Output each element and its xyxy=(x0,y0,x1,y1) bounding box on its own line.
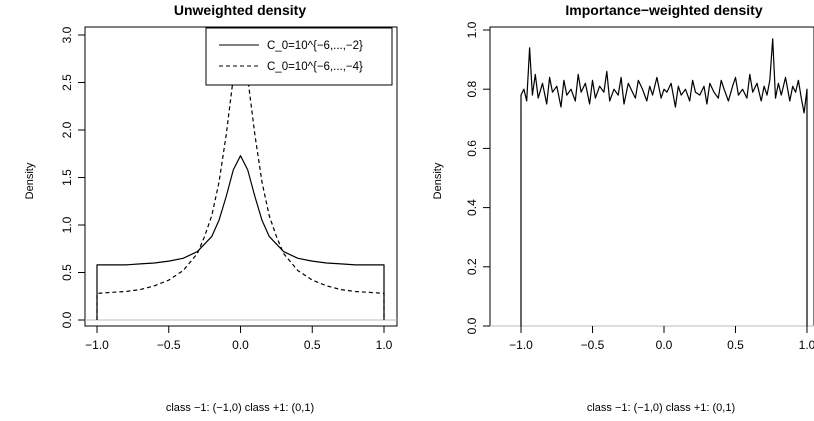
x-tick-label: 1.0 xyxy=(799,338,814,352)
x-tick-label: 0.5 xyxy=(304,338,321,352)
plot-area-right: −1.0 −0.5 0.0 0.5 1.0 0.0 0.2 0.4 0.6 0.8 1.0 xyxy=(465,21,814,352)
series-line-solid xyxy=(96,155,385,320)
chart-title-left: Unweighted density xyxy=(174,2,306,18)
y-tick-label: 0.4 xyxy=(465,199,479,216)
y-tick-label: 0.8 xyxy=(465,81,479,98)
y-tick-label: 3.0 xyxy=(60,26,74,43)
y-tick-label: 0.0 xyxy=(465,317,479,334)
x-tick-label: 0.0 xyxy=(232,338,249,352)
legend-box xyxy=(205,27,393,86)
x-tick-label: −0.5 xyxy=(157,338,181,352)
plot-frame xyxy=(489,26,814,327)
x-tick-label: 0.5 xyxy=(727,338,744,352)
y-tick-label: 2.0 xyxy=(60,121,74,138)
x-tick-label: −0.5 xyxy=(581,338,605,352)
legend-label-series-2: C_0=10^{−6,...,−4} xyxy=(267,61,363,73)
legend-label-series-1: C_0=10^{−6,...,−2} xyxy=(267,40,363,52)
x-axis-label-left: class −1: (−1,0) class +1: (0,1) xyxy=(166,402,314,414)
x-tick-label: 1.0 xyxy=(376,338,393,352)
plot-area-left: −1.0 −0.5 0.0 0.5 1.0 0.0 0.5 1.0 1.5 2.0 2.5 3.0 xyxy=(60,26,398,352)
legend: C_0=10^{−6,...,−2} C_0=10^{−6,...,−4} xyxy=(205,27,393,86)
panel-importance-weighted: Importance−weighted density Density clas… xyxy=(432,2,814,414)
y-tick-label: 0.5 xyxy=(60,264,74,281)
series-line-solid xyxy=(520,38,808,326)
y-tick-label: 1.5 xyxy=(60,169,74,186)
y-tick-label: 0.0 xyxy=(60,311,74,328)
chart-title-right: Importance−weighted density xyxy=(565,2,762,18)
x-axis-label-right: class −1: (−1,0) class +1: (0,1) xyxy=(587,402,735,414)
y-tick-label: 0.6 xyxy=(465,140,479,157)
y-tick-label: 2.5 xyxy=(60,74,74,91)
x-tick-label: 0.0 xyxy=(656,338,673,352)
y-tick-label: 0.2 xyxy=(465,258,479,275)
y-tick-label: 1.0 xyxy=(465,21,479,38)
y-axis-label-right: Density xyxy=(432,162,444,199)
panel-unweighted: Unweighted density Density class −1: (−1… xyxy=(24,2,398,414)
x-tick-label: −1.0 xyxy=(509,338,533,352)
y-axis-label-left: Density xyxy=(24,162,36,199)
x-tick-label: −1.0 xyxy=(85,338,109,352)
y-tick-label: 1.0 xyxy=(60,216,74,233)
